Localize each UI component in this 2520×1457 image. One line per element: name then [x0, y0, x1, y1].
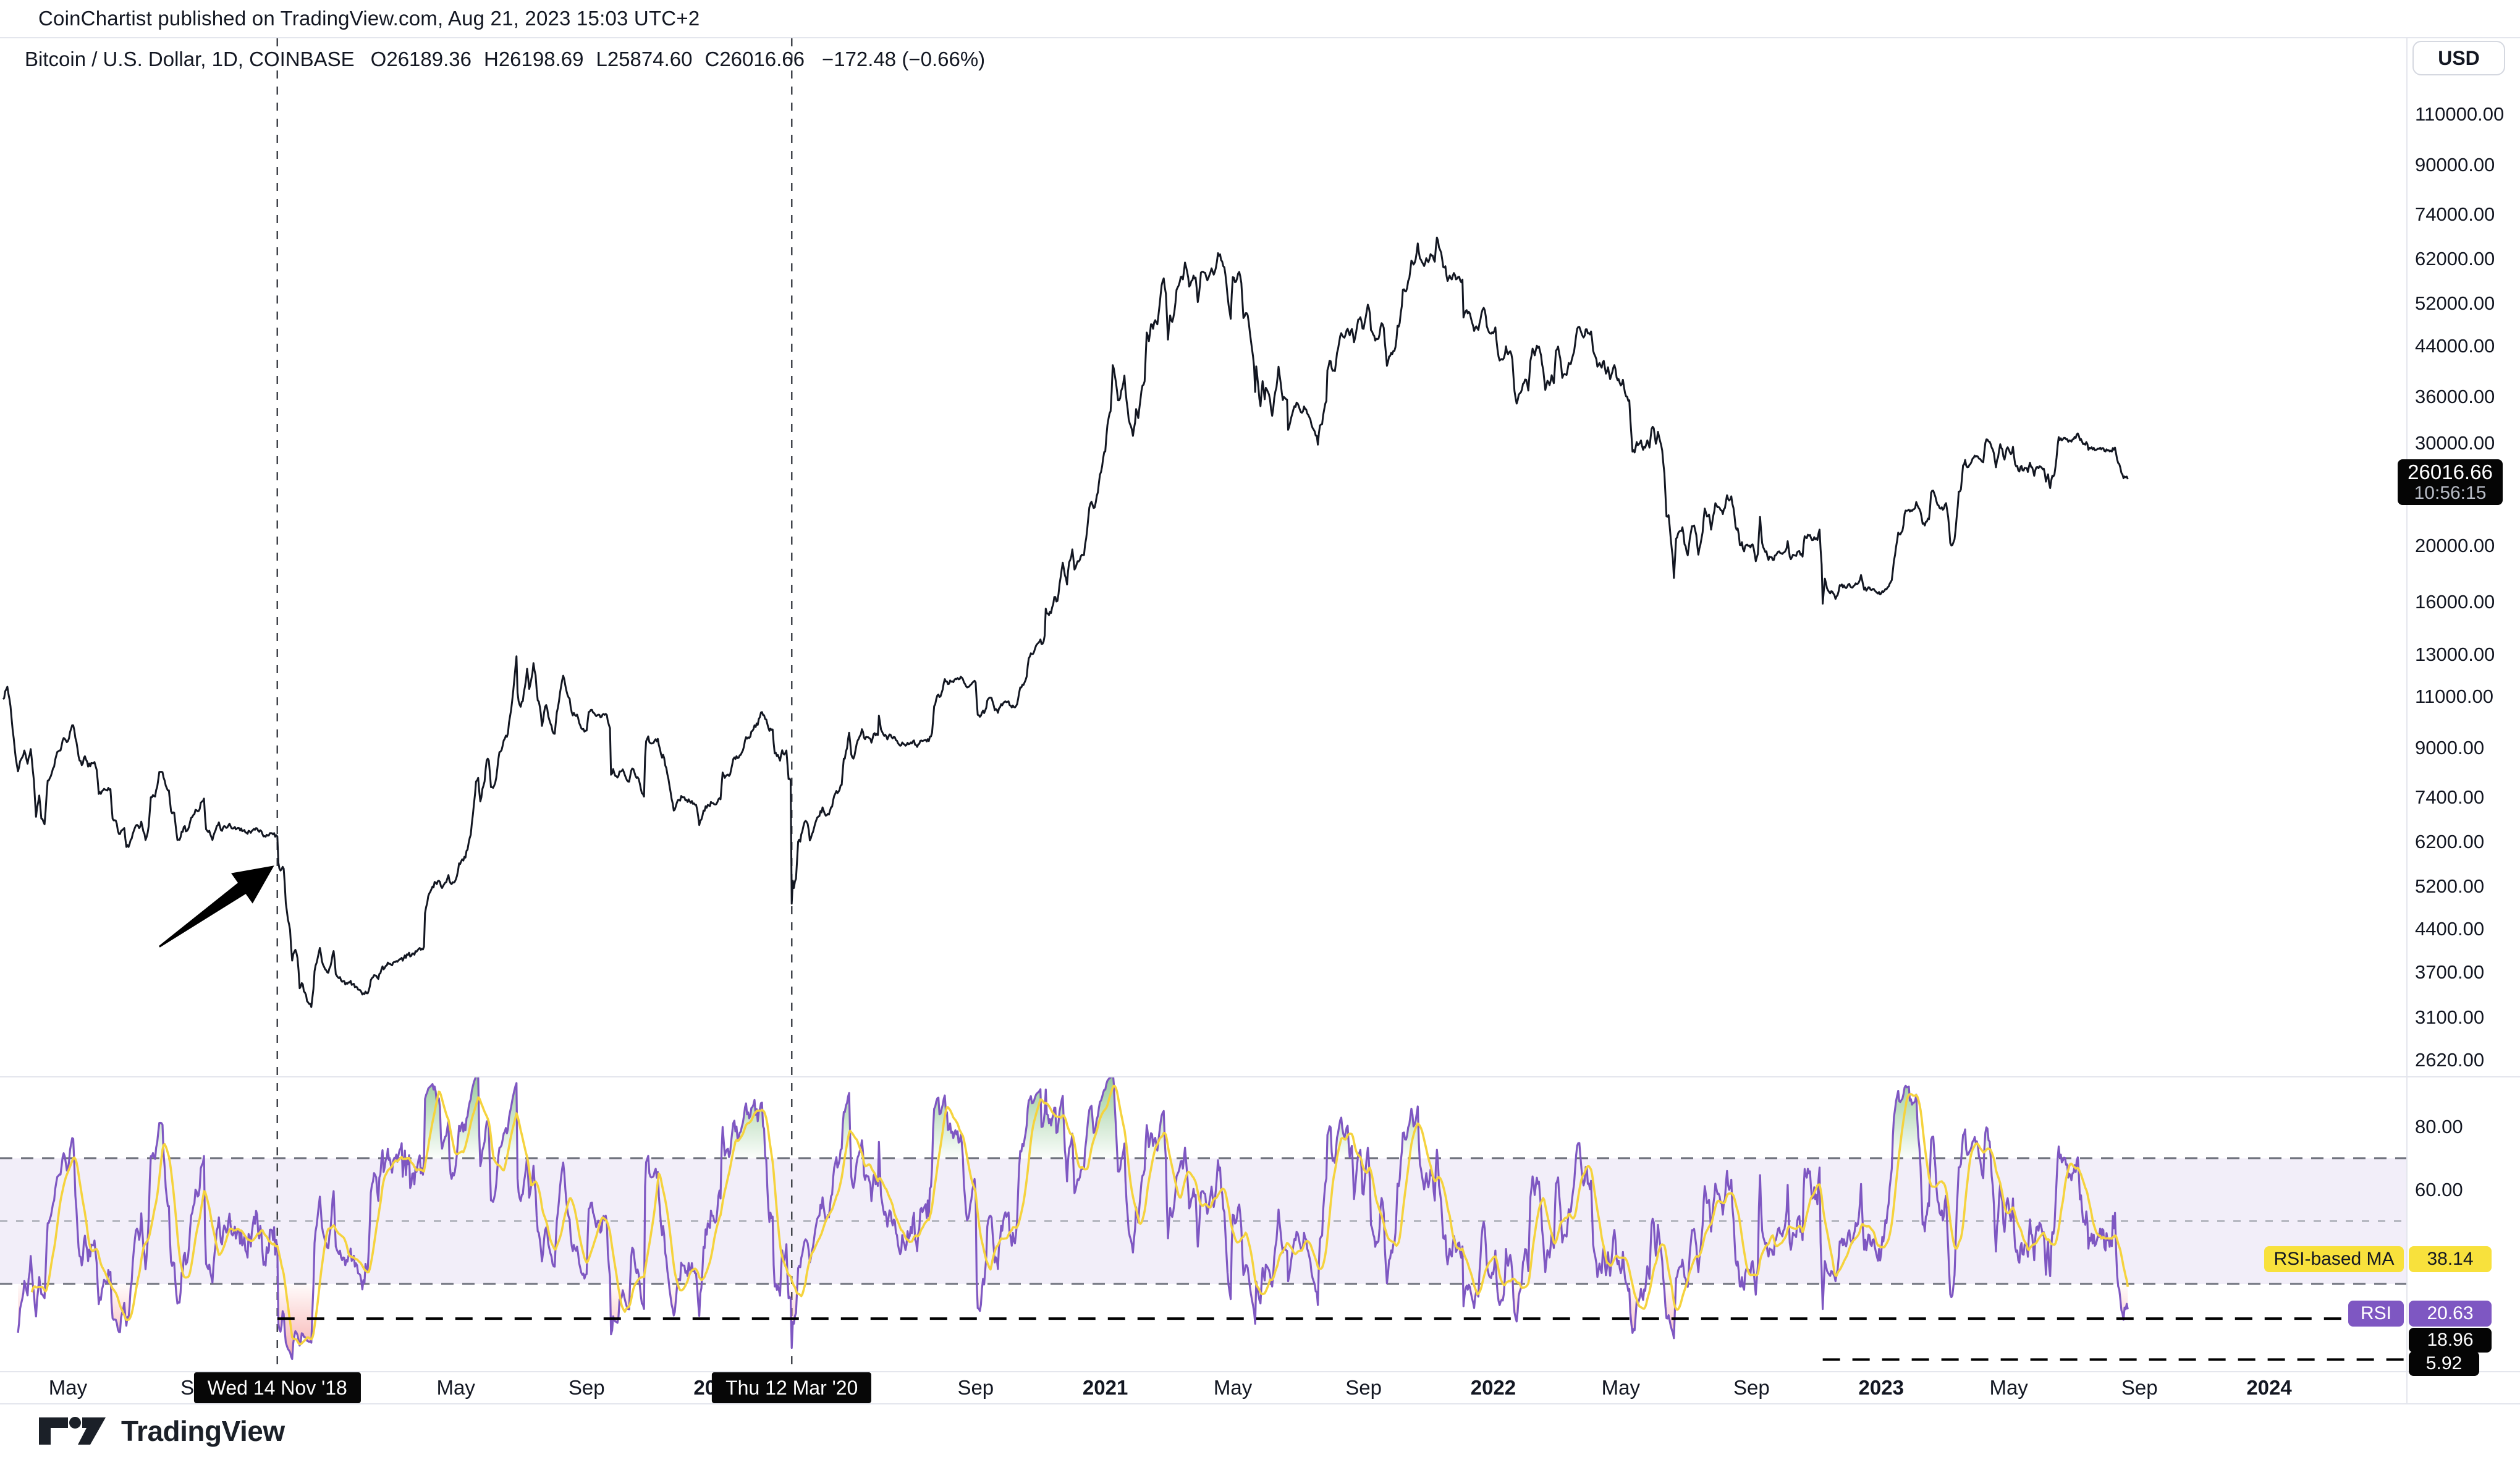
price-tick: 4400.00	[2415, 917, 2485, 940]
time-axis[interactable]: MaySep2019MaySep2020MaySep2021MaySep2022…	[0, 1372, 2520, 1403]
bar-countdown: 10:56:15	[2414, 482, 2487, 503]
tradingview-logo[interactable]: TradingView	[38, 1414, 285, 1448]
price-tick: 20000.00	[2415, 534, 2495, 556]
rsi-label-badge[interactable]: RSI	[2348, 1301, 2404, 1327]
event-date-badge: Wed 14 Nov '18	[193, 1372, 361, 1403]
price-tick: 3100.00	[2415, 1006, 2485, 1028]
ohlc-high: H26198.69	[483, 48, 584, 70]
price-tick: 7400.00	[2415, 786, 2485, 808]
price-tick: 2620.00	[2415, 1048, 2485, 1071]
rsi-tick: 80.00	[2415, 1116, 2463, 1137]
price-tick: 5200.00	[2415, 875, 2485, 898]
price-tick: 16000.00	[2415, 590, 2495, 613]
time-axis-border	[0, 1371, 2520, 1372]
rsi-scale[interactable]: 80.00 60.00	[2408, 1076, 2520, 1371]
rsi-value-badge: 20.63	[2409, 1301, 2492, 1327]
drawn-line-value-badge: 18.96	[2409, 1328, 2492, 1353]
currency-toggle[interactable]: USD	[2412, 41, 2505, 75]
price-tick: 110000.00	[2415, 103, 2505, 125]
price-scale[interactable]: USD 110000.00 90000.00 74000.00 62000.00 520…	[2398, 38, 2520, 1076]
time-tick: Sep	[2121, 1376, 2158, 1399]
price-axis-border	[2406, 38, 2408, 1404]
time-tick: May	[436, 1376, 475, 1399]
ohlc-close: C26016.66	[704, 48, 805, 70]
ohlc-open: O26189.36	[370, 48, 471, 70]
time-tick: Sep	[957, 1376, 994, 1399]
price-tick: 36000.00	[2415, 385, 2495, 407]
price-tick: 44000.00	[2415, 334, 2495, 357]
last-price-value: 26016.66	[2408, 460, 2493, 483]
rsi-ma-value-badge: 38.14	[2409, 1246, 2492, 1272]
price-tick: 74000.00	[2415, 203, 2495, 225]
symbol-title: Bitcoin / U.S. Dollar, 1D, COINBASE	[25, 48, 355, 70]
time-tick: 2021	[1082, 1376, 1128, 1399]
last-price-badge: 26016.66 10:56:15	[2398, 459, 2503, 505]
price-tick: 52000.00	[2415, 292, 2495, 315]
rsi-ma-label-badge[interactable]: RSI-based MA	[2264, 1246, 2404, 1272]
tradingview-logo-text: TradingView	[121, 1414, 285, 1447]
event-date-badge: Thu 12 Mar '20	[712, 1372, 872, 1403]
time-tick: Sep	[1345, 1376, 1382, 1399]
time-tick: 2024	[2246, 1376, 2292, 1399]
time-tick: 2023	[1858, 1376, 1904, 1399]
time-tick: Sep	[1733, 1376, 1770, 1399]
time-tick: May	[1989, 1376, 2028, 1399]
ohlc-low: L25874.60	[596, 48, 693, 70]
price-tick: 11000.00	[2415, 686, 2493, 708]
price-tick: 3700.00	[2415, 961, 2485, 983]
time-tick: 2022	[1470, 1376, 1516, 1399]
symbol-legend[interactable]: Bitcoin / U.S. Dollar, 1D, COINBASE O261…	[25, 47, 985, 72]
drawn-line-value-badge: 5.92	[2409, 1351, 2479, 1376]
change-value: −172.48 (−0.66%)	[821, 48, 986, 70]
price-tick: 62000.00	[2415, 248, 2495, 270]
pane-separator[interactable]	[0, 1076, 2520, 1077]
price-tick: 90000.00	[2415, 153, 2495, 176]
time-tick: May	[1601, 1376, 1640, 1399]
time-tick: May	[1213, 1376, 1253, 1399]
tradingview-logo-icon	[39, 1416, 106, 1445]
time-tick: May	[48, 1376, 88, 1399]
footer: TradingView	[0, 1404, 2520, 1457]
time-tick: Sep	[568, 1376, 605, 1399]
time-axis-bottom-border	[0, 1403, 2520, 1404]
price-tick: 9000.00	[2415, 736, 2485, 758]
publish-text: CoinChartist published on TradingView.co…	[38, 7, 700, 30]
price-tick: 13000.00	[2415, 643, 2495, 665]
rsi-tick: 60.00	[2415, 1178, 2463, 1200]
publish-bar: CoinChartist published on TradingView.co…	[0, 0, 2520, 38]
price-tick: 30000.00	[2415, 431, 2495, 454]
price-tick: 6200.00	[2415, 831, 2485, 853]
